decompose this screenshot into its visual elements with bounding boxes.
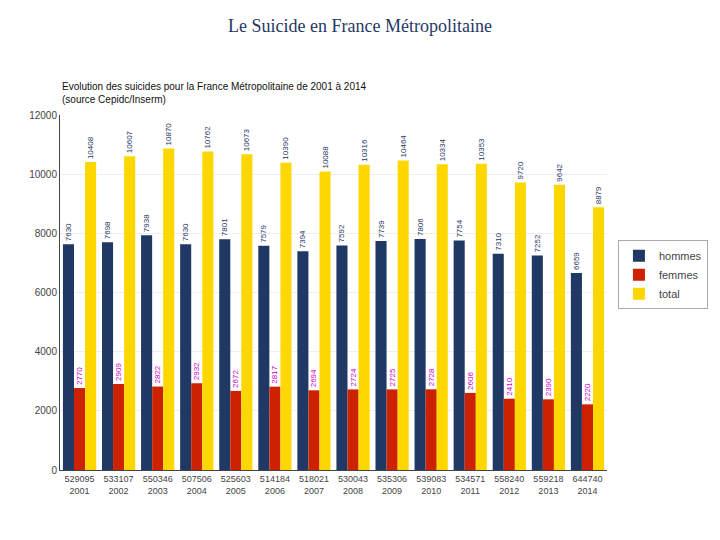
svg-text:12000: 12000	[29, 110, 57, 121]
svg-text:10000: 10000	[29, 169, 57, 180]
svg-text:2724: 2724	[349, 368, 358, 386]
svg-text:7592: 7592	[337, 224, 346, 242]
svg-text:2000: 2000	[35, 405, 58, 416]
svg-text:10870: 10870	[164, 123, 173, 146]
svg-text:Le Suicide en France Métropoli: Le Suicide en France Métropolitaine	[228, 16, 492, 36]
svg-text:5075062004: 5075062004	[182, 474, 212, 496]
svg-text:9642: 9642	[555, 163, 564, 181]
svg-text:2672: 2672	[231, 370, 240, 388]
svg-text:5390832010: 5390832010	[416, 474, 446, 496]
svg-text:2220: 2220	[583, 383, 592, 401]
svg-text:10088: 10088	[321, 146, 330, 169]
svg-text:7801: 7801	[220, 218, 229, 236]
svg-text:2694: 2694	[309, 369, 318, 387]
svg-text:2410: 2410	[505, 377, 514, 395]
svg-text:6000: 6000	[35, 287, 58, 298]
svg-text:5180212007: 5180212007	[299, 474, 329, 496]
svg-text:total: total	[659, 288, 680, 300]
svg-text:2725: 2725	[388, 368, 397, 386]
svg-text:8879: 8879	[594, 186, 603, 204]
svg-text:2390: 2390	[544, 378, 553, 396]
svg-text:7739: 7739	[377, 220, 386, 238]
svg-text:7630: 7630	[64, 223, 73, 241]
svg-text:7754: 7754	[455, 219, 464, 237]
svg-text:10762: 10762	[203, 126, 212, 149]
svg-text:6659: 6659	[572, 252, 581, 270]
svg-text:4000: 4000	[35, 346, 58, 357]
svg-text:9720: 9720	[516, 161, 525, 179]
svg-text:0: 0	[51, 465, 57, 476]
svg-text:5582402012: 5582402012	[494, 474, 524, 496]
svg-text:5290952001: 5290952001	[65, 474, 95, 496]
svg-text:5345712011: 5345712011	[455, 474, 485, 496]
svg-text:10316: 10316	[360, 139, 369, 162]
svg-text:5300432008: 5300432008	[338, 474, 368, 496]
svg-text:5256032005: 5256032005	[221, 474, 251, 496]
svg-text:10390: 10390	[281, 137, 290, 160]
svg-text:2770: 2770	[75, 367, 84, 385]
svg-text:10607: 10607	[125, 130, 134, 153]
svg-text:10334: 10334	[438, 138, 447, 161]
svg-text:Evolution des suicides pour la: Evolution des suicides pour la France Mé…	[62, 81, 367, 105]
svg-text:5141842006: 5141842006	[260, 474, 290, 496]
svg-text:5331072002: 5331072002	[104, 474, 134, 496]
svg-text:7938: 7938	[142, 214, 151, 232]
svg-text:7698: 7698	[103, 221, 112, 239]
svg-text:5503462003: 5503462003	[143, 474, 173, 496]
svg-text:6447402014: 6447402014	[572, 474, 602, 496]
svg-text:2909: 2909	[114, 363, 123, 381]
svg-text:7630: 7630	[181, 223, 190, 241]
svg-text:7806: 7806	[416, 218, 425, 236]
svg-text:2728: 2728	[427, 368, 436, 386]
svg-text:10464: 10464	[399, 135, 408, 158]
svg-text:7579: 7579	[259, 224, 268, 242]
svg-text:7310: 7310	[494, 232, 503, 250]
svg-text:7394: 7394	[298, 230, 307, 248]
svg-text:2932: 2932	[192, 362, 201, 380]
svg-text:2822: 2822	[153, 365, 162, 383]
svg-text:hommes: hommes	[659, 250, 702, 262]
svg-text:7252: 7252	[533, 234, 542, 252]
svg-text:2606: 2606	[466, 372, 475, 390]
svg-text:10353: 10353	[477, 138, 486, 161]
svg-text:5592182013: 5592182013	[533, 474, 563, 496]
svg-text:10408: 10408	[86, 136, 95, 159]
svg-text:10673: 10673	[242, 128, 251, 151]
svg-text:5353062009: 5353062009	[377, 474, 407, 496]
svg-text:2817: 2817	[270, 365, 279, 383]
svg-text:8000: 8000	[35, 228, 58, 239]
svg-text:femmes: femmes	[659, 269, 699, 281]
